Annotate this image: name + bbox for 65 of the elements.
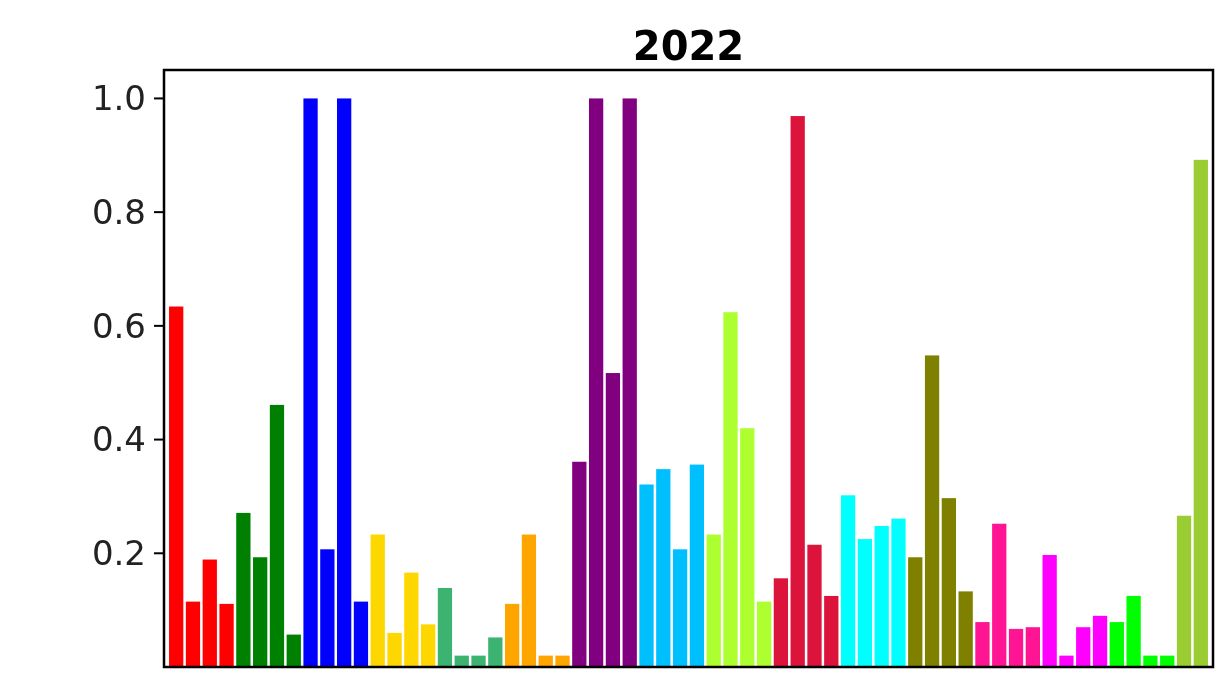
bar — [656, 469, 671, 667]
bar — [908, 557, 923, 667]
bar — [975, 622, 990, 667]
bar — [1042, 554, 1057, 667]
bar — [219, 603, 234, 667]
bar — [521, 534, 537, 667]
bar — [572, 461, 587, 667]
bar — [353, 601, 369, 667]
bar — [807, 544, 822, 667]
bar — [723, 312, 738, 667]
bar — [1092, 615, 1108, 667]
bar — [370, 534, 385, 667]
bar — [622, 98, 637, 667]
bar — [840, 495, 856, 667]
bar — [689, 464, 705, 667]
bar — [824, 595, 839, 667]
bar — [740, 428, 755, 667]
bar — [169, 306, 184, 667]
bar — [756, 601, 772, 667]
bar — [337, 98, 352, 667]
bar — [891, 518, 906, 667]
bar — [605, 373, 621, 667]
bar — [320, 549, 335, 667]
bar — [958, 591, 973, 667]
bar — [471, 655, 486, 667]
bar — [488, 637, 503, 667]
y-tick-label: 0.2 — [91, 533, 146, 574]
bar — [672, 549, 688, 667]
bar — [1059, 655, 1074, 667]
bar — [404, 572, 419, 667]
bar — [504, 603, 520, 667]
y-tick-label: 0.4 — [91, 419, 146, 460]
chart-title: 2022 — [632, 23, 745, 69]
bar — [773, 578, 789, 667]
bar — [1126, 595, 1141, 667]
bar — [1109, 622, 1124, 667]
bar — [639, 484, 654, 667]
bar — [874, 525, 889, 667]
bar — [387, 632, 402, 667]
bar — [269, 404, 285, 667]
bar — [555, 655, 570, 667]
bar — [941, 498, 956, 667]
bar — [286, 634, 301, 667]
bar — [706, 534, 721, 667]
bar — [924, 355, 940, 667]
bar — [1143, 655, 1158, 667]
bar — [992, 523, 1007, 667]
bar — [202, 559, 217, 667]
y-tick-label: 0.6 — [91, 305, 146, 346]
bar — [1008, 628, 1024, 667]
bar — [857, 539, 873, 667]
bar — [1193, 159, 1208, 667]
bar — [588, 98, 604, 667]
bar — [1025, 627, 1040, 667]
bar — [303, 98, 318, 667]
bar — [185, 601, 201, 667]
bar — [236, 512, 251, 667]
y-tick-label: 0.8 — [91, 192, 146, 233]
bar — [253, 557, 268, 667]
bar — [437, 587, 453, 667]
y-tick-label: 1.0 — [91, 78, 146, 119]
bar — [1076, 627, 1091, 667]
bar — [1176, 515, 1192, 667]
bar — [790, 116, 805, 667]
bar — [421, 624, 436, 667]
